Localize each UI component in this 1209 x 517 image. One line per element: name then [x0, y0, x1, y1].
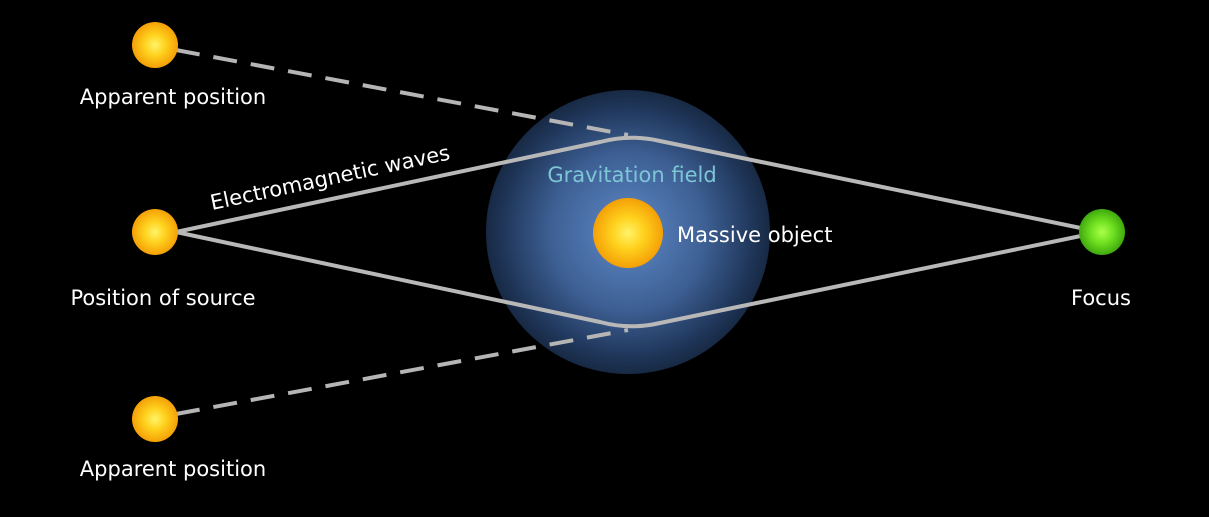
light-path-lower	[175, 230, 1101, 329]
apparent-position-bottom-label: Apparent position	[80, 457, 266, 481]
position-of-source-label: Position of source	[70, 286, 255, 310]
apparent-star-bottom	[132, 396, 178, 442]
gravitation-field-label: Gravitation field	[547, 163, 716, 187]
source-star	[132, 209, 178, 255]
apparent-star-top	[132, 22, 178, 68]
massive-object	[593, 198, 663, 268]
apparent-ray-top	[175, 48, 629, 137]
apparent-ray-bottom	[175, 328, 629, 416]
focus-point	[1079, 209, 1125, 255]
focus-label: Focus	[1071, 286, 1131, 310]
light-path-upper	[175, 135, 1101, 234]
massive-object-label: Massive object	[677, 223, 832, 247]
apparent-position-top-label: Apparent position	[80, 85, 266, 109]
